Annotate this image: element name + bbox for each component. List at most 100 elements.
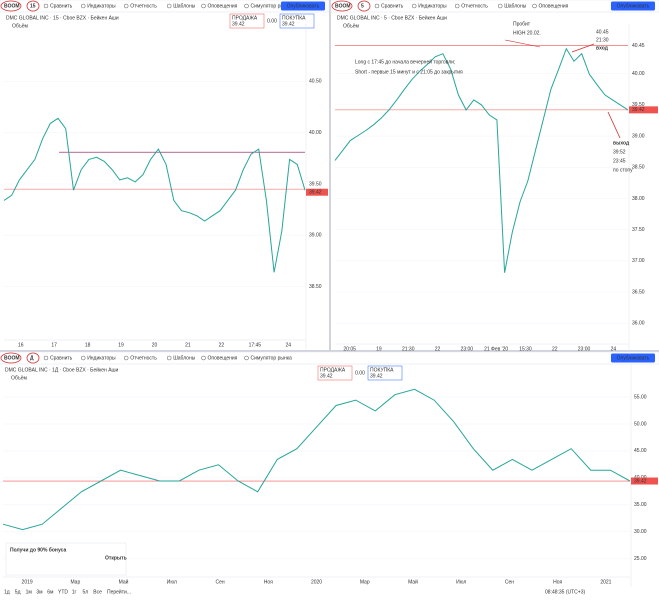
tool-icon xyxy=(80,355,86,361)
tool-button[interactable]: Оповещения xyxy=(539,3,569,9)
ad-button[interactable]: Открыть xyxy=(105,555,127,561)
x-tick-label: 24 xyxy=(285,342,291,348)
range-button[interactable]: 1м xyxy=(26,589,33,595)
tool-button[interactable]: Индикаторы xyxy=(418,3,447,9)
range-button[interactable]: Перейти... xyxy=(107,588,131,595)
symbol[interactable]: BOOM xyxy=(4,3,20,9)
publish-label[interactable]: Опубликовать xyxy=(287,3,320,9)
y-tick-label: 39.00 xyxy=(632,133,645,139)
arrow xyxy=(504,39,541,48)
sell-box[interactable] xyxy=(317,365,353,381)
spread: 0.00 xyxy=(267,18,277,24)
price-line xyxy=(3,117,306,273)
tool-icon xyxy=(201,355,206,361)
x-tick-label: Июл xyxy=(456,579,466,585)
price-line xyxy=(334,47,629,273)
panel xyxy=(331,0,659,350)
tool-button[interactable]: Шаблоны xyxy=(504,3,527,9)
y-tick-label: 39.50 xyxy=(309,181,322,187)
annotation: 40.45 xyxy=(596,29,609,35)
x-tick-label: 21:30 xyxy=(402,346,415,352)
sell-label[interactable]: ПРОДАЖА xyxy=(320,367,346,373)
tool-icon xyxy=(80,3,86,9)
publish-button[interactable] xyxy=(611,1,655,11)
range-button[interactable]: 5д xyxy=(15,589,21,595)
annotation: 21:30 xyxy=(596,37,609,43)
y-tick-label: 50.00 xyxy=(634,421,647,427)
x-tick-label: Сен xyxy=(215,579,224,585)
interval[interactable]: 15 xyxy=(30,3,36,9)
marker-circle xyxy=(331,0,353,12)
range-button[interactable]: 6м xyxy=(47,589,54,595)
ad-box[interactable] xyxy=(5,542,127,576)
tool-icon xyxy=(454,3,460,9)
tool-button[interactable]: Отчетность xyxy=(461,3,488,9)
sell-box[interactable] xyxy=(229,13,265,29)
publish-label[interactable]: Опубликовать xyxy=(617,3,650,9)
range-button[interactable]: 3м xyxy=(36,589,43,595)
y-tick-label: 36.50 xyxy=(632,289,645,295)
buy-label[interactable]: ПОКУПКА xyxy=(370,367,394,373)
tool-icon xyxy=(43,3,49,9)
x-tick-label: Май xyxy=(408,578,418,585)
tool-button[interactable]: Сравнить xyxy=(50,355,73,361)
tool-button[interactable]: Симулятор рынка xyxy=(251,3,293,9)
sell-label[interactable]: ПРОДАЖА xyxy=(232,15,258,21)
chart-header: DMC GLOBAL INC · 5 · Cboe BZX · Бейкен А… xyxy=(337,14,447,21)
tool-button[interactable]: Сравнить xyxy=(50,3,73,9)
x-tick-label: 22 xyxy=(219,342,225,348)
range-button[interactable]: YTD xyxy=(58,589,68,595)
tool-button[interactable]: Оповещения xyxy=(208,3,238,9)
buy-price[interactable]: 39.42 xyxy=(370,373,383,379)
last-price-box xyxy=(631,477,658,485)
interval[interactable]: Д xyxy=(30,355,34,361)
annotation: Short - первые 15 минут и с 21:05 до зак… xyxy=(355,69,463,75)
x-tick-label: 24 xyxy=(611,346,617,352)
buy-label[interactable]: ПОКУПКА xyxy=(282,15,306,21)
publish-label[interactable]: Опубликовать xyxy=(617,355,650,361)
y-tick-label: 38.50 xyxy=(632,165,645,171)
tool-button[interactable]: Шаблоны xyxy=(173,3,196,9)
x-tick-label: 18 xyxy=(85,342,91,348)
tool-button[interactable]: Шаблоны xyxy=(173,355,196,361)
buy-price[interactable]: 39.42 xyxy=(282,21,295,27)
tool-button[interactable]: Отчетность xyxy=(130,355,157,361)
marker-circle xyxy=(0,0,22,12)
symbol[interactable]: BOOM xyxy=(4,355,20,361)
x-tick-label: Мар xyxy=(360,579,370,585)
symbol[interactable]: BOOM xyxy=(335,3,351,9)
y-tick-label: 36.00 xyxy=(632,321,645,327)
sell-price[interactable]: 39.42 xyxy=(320,373,333,379)
x-tick-label: 2019 xyxy=(22,579,33,585)
x-tick-label: 22 xyxy=(435,346,441,352)
buy-box[interactable] xyxy=(279,13,315,29)
x-tick-label: 17 xyxy=(51,342,57,348)
annotation: HIGH 20.02. xyxy=(513,30,541,36)
annotation: 39:52 xyxy=(613,149,626,155)
x-tick-label: 19 xyxy=(118,342,124,348)
ad-title[interactable]: Получи до 90% бонуса xyxy=(10,546,66,553)
x-tick-label: 15:30 xyxy=(519,346,532,352)
annotation: 23:45 xyxy=(613,158,626,164)
tool-button[interactable]: Индикаторы xyxy=(87,355,116,361)
volume-label: Объём xyxy=(11,375,27,381)
range-button[interactable]: 1г xyxy=(72,589,77,595)
range-button[interactable]: 5л xyxy=(83,589,89,595)
tool-button[interactable]: Отчетность xyxy=(130,3,157,9)
sell-price[interactable]: 39.42 xyxy=(232,21,245,27)
tool-icon xyxy=(244,355,249,361)
tool-button[interactable]: Оповещения xyxy=(208,355,238,361)
buy-box[interactable] xyxy=(367,365,403,381)
x-tick-label: 21 Фев '20 xyxy=(484,346,508,352)
tool-button[interactable]: Индикаторы xyxy=(87,3,116,9)
interval[interactable]: 5 xyxy=(361,3,364,9)
publish-button[interactable] xyxy=(281,1,325,11)
range-button[interactable]: 1д xyxy=(4,589,10,595)
tool-button[interactable]: Сравнить xyxy=(381,3,404,9)
tool-icon xyxy=(43,355,49,361)
tool-button[interactable]: Симулятор рынка xyxy=(251,355,293,361)
publish-button[interactable] xyxy=(611,353,655,363)
last-price-label: 39.42 xyxy=(634,478,647,484)
tool-icon xyxy=(532,3,537,9)
range-button[interactable]: Все xyxy=(93,589,102,595)
